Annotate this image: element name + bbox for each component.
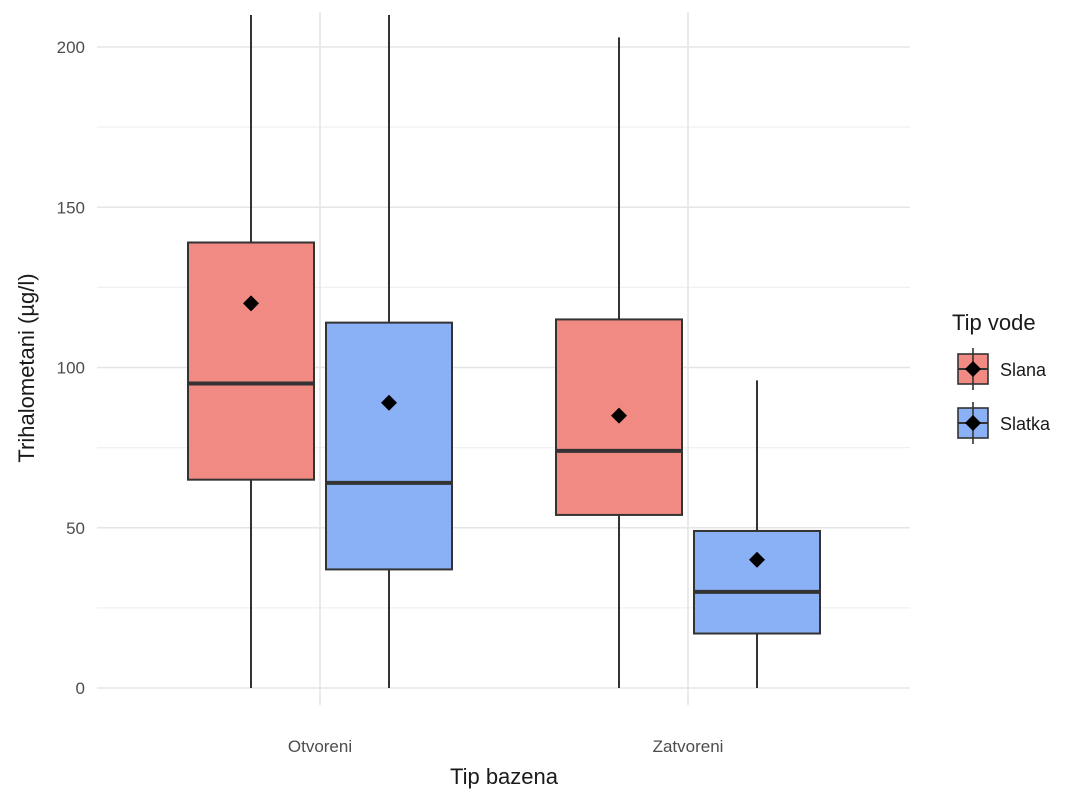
legend: Tip vode Slana Slatka — [952, 310, 1051, 444]
x-axis-ticks: Otvoreni Zatvoreni — [288, 737, 724, 756]
x-axis-title: Tip bazena — [450, 764, 559, 789]
mean-marker — [749, 551, 765, 568]
y-axis-ticks: 0 50 100 150 200 — [57, 38, 85, 698]
legend-key-mean — [965, 415, 981, 431]
y-tick-label: 150 — [57, 198, 85, 217]
boxplots — [187, 14, 821, 688]
mean-marker — [611, 407, 627, 424]
box — [693, 529, 821, 635]
legend-label: Slana — [1000, 360, 1047, 380]
y-tick-label: 200 — [57, 38, 85, 57]
y-tick-label: 0 — [76, 679, 85, 698]
box — [187, 241, 315, 481]
y-tick-label: 50 — [66, 519, 85, 538]
legend-label: Slatka — [1000, 414, 1051, 434]
y-axis-title: Trihalometani (µg/l) — [14, 273, 39, 462]
x-tick-label: Otvoreni — [288, 737, 352, 756]
box — [325, 321, 453, 571]
legend-title: Tip vode — [952, 310, 1036, 335]
legend-key-mean — [965, 361, 981, 377]
mean-marker — [243, 295, 259, 312]
x-tick-label: Zatvoreni — [653, 737, 724, 756]
mean-marker — [381, 394, 397, 411]
y-tick-label: 100 — [57, 359, 85, 378]
